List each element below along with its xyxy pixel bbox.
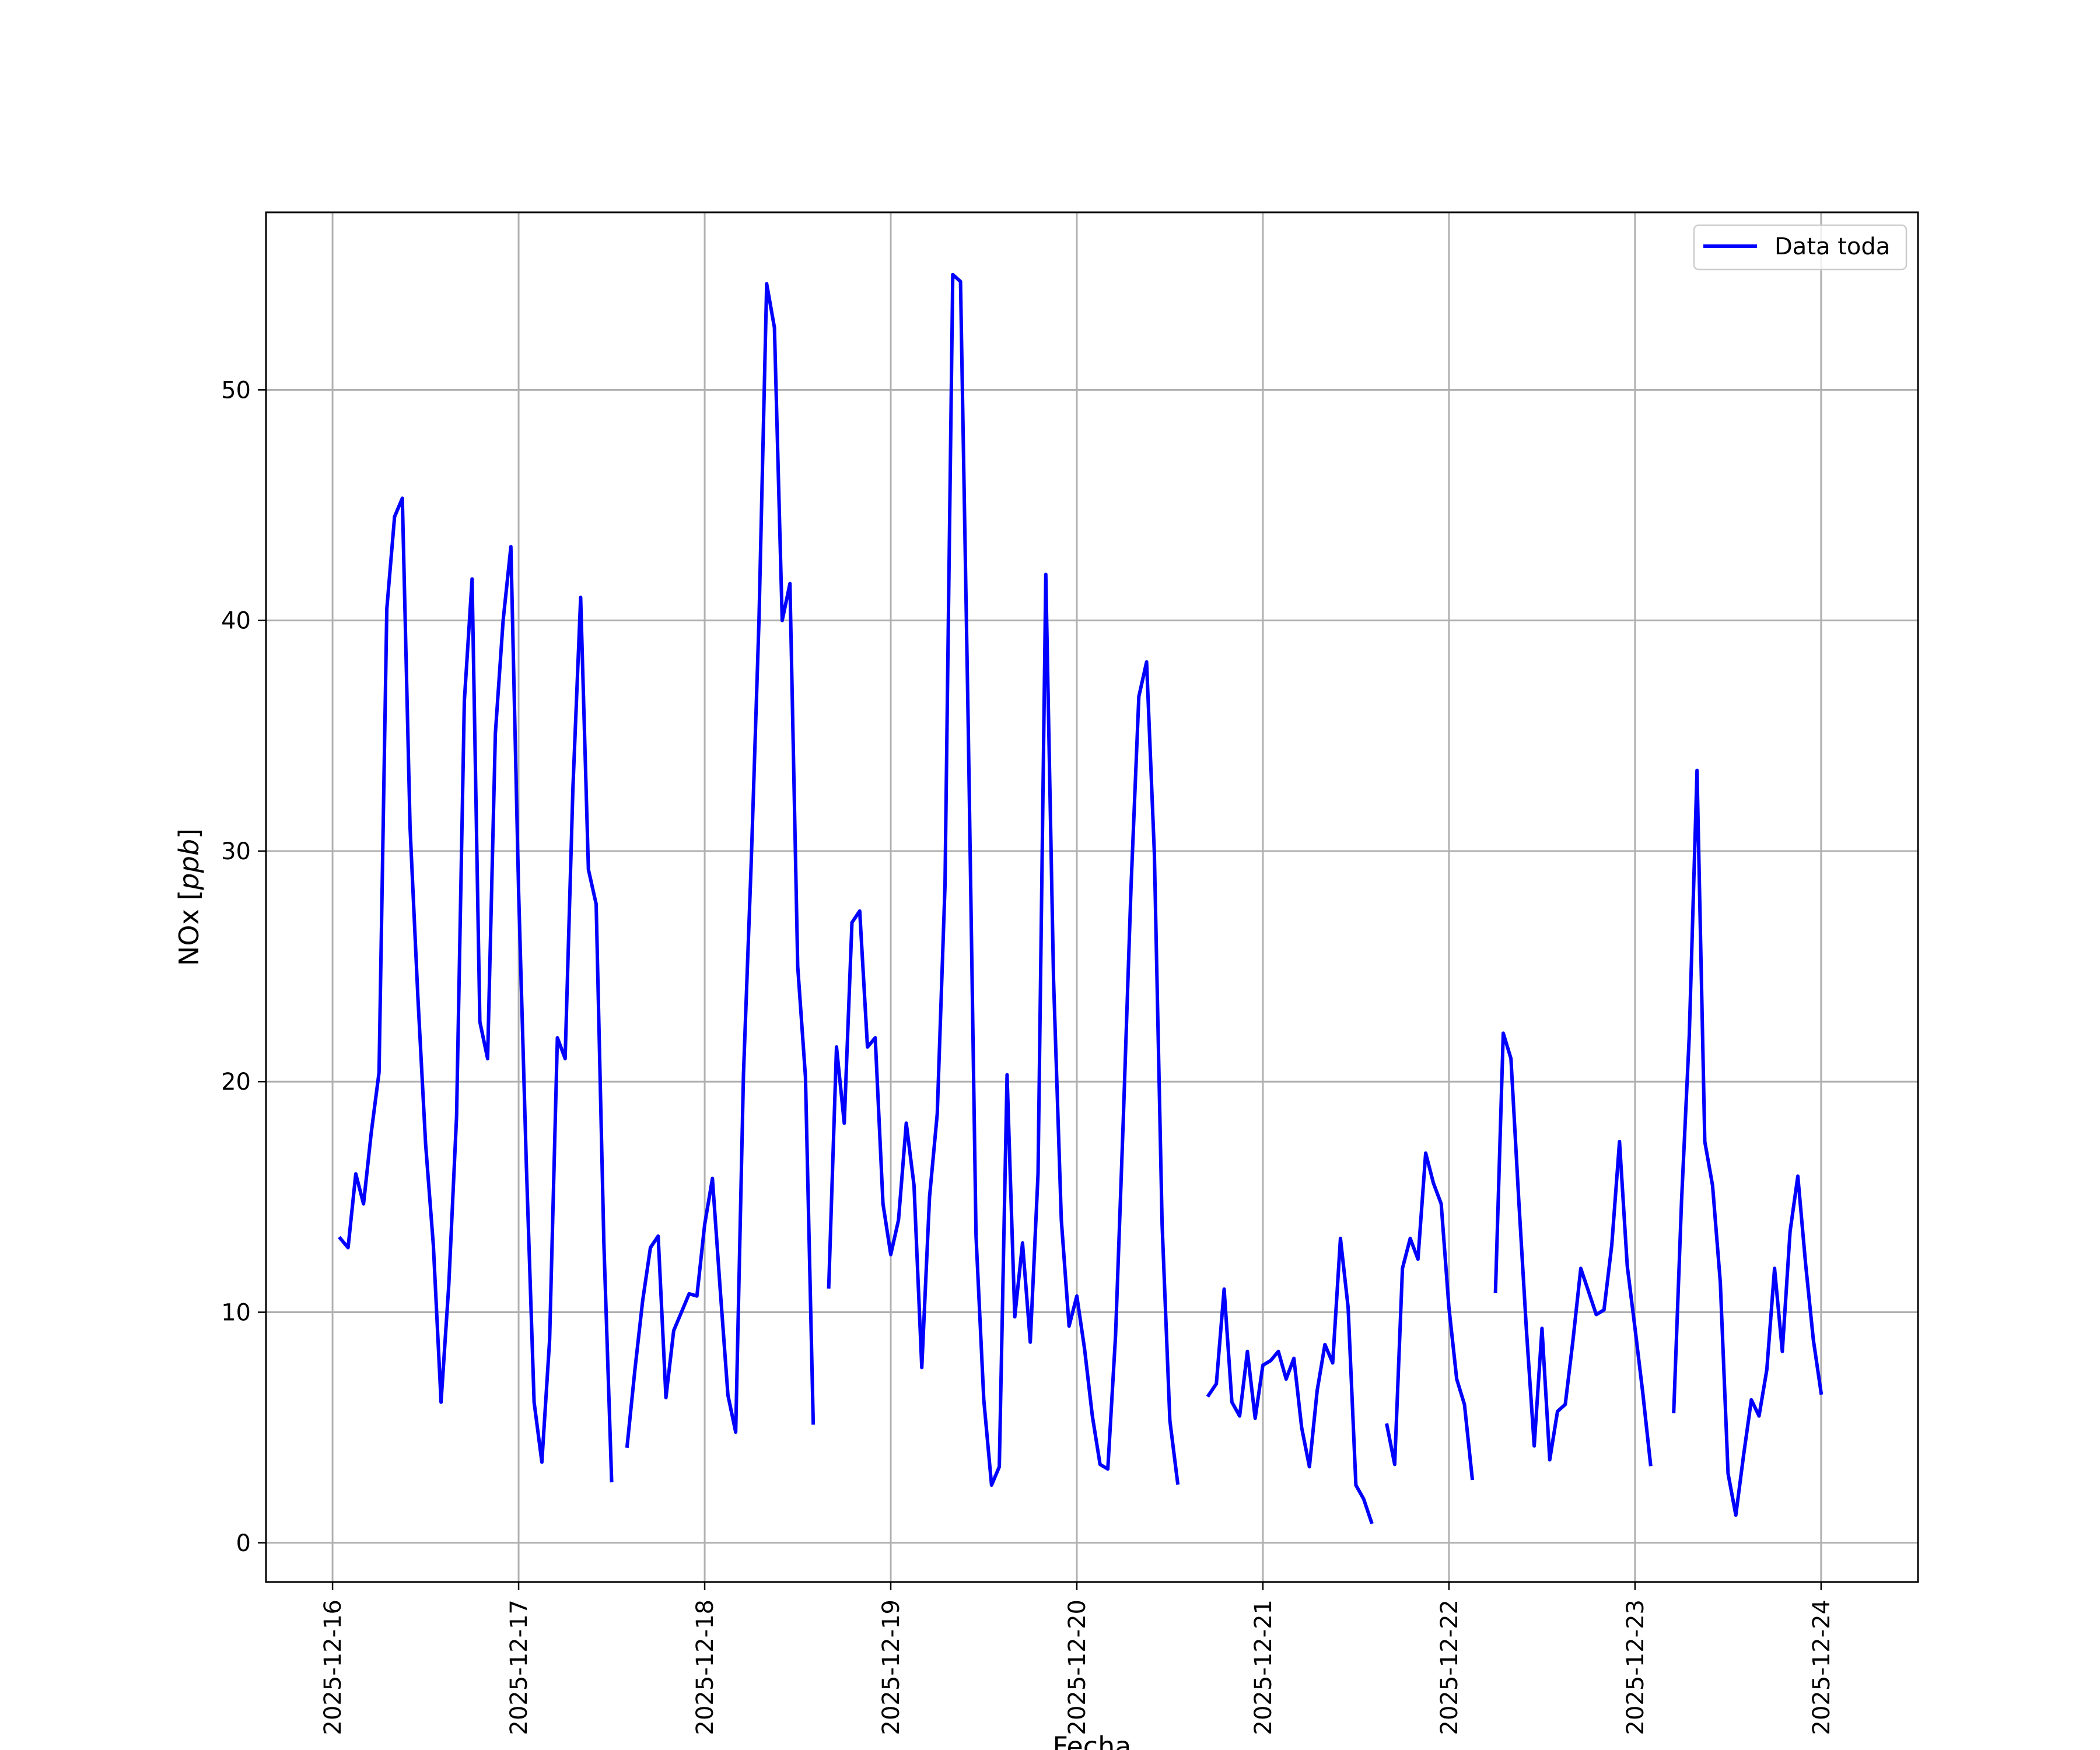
axis-ticks: 2025-12-16 2025-12-17 2025-12-18 2025-12-19…	[221, 377, 1835, 1735]
series-line-segment	[1385, 1151, 1475, 1480]
series-line-segment	[625, 282, 816, 1448]
x-tick-label: 2025-12-20	[1064, 1600, 1091, 1735]
y-tick-label: 30	[221, 838, 251, 865]
x-tick-label: 2025-12-19	[878, 1600, 905, 1735]
plot-frame	[265, 211, 1919, 1583]
series-line-segment	[1206, 1237, 1374, 1525]
y-tick-label: 20	[221, 1069, 251, 1096]
x-tick-label: 2025-12-21	[1250, 1600, 1277, 1735]
y-tick-label: 0	[236, 1530, 251, 1557]
x-tick-label: 2025-12-16	[320, 1600, 346, 1735]
y-tick-label: 40	[221, 608, 251, 635]
x-axis-label: Fecha	[1053, 1731, 1132, 1750]
y-axis-label-prefix: NOx [	[173, 890, 205, 966]
legend-label: Data toda	[1774, 233, 1890, 260]
y-axis-label: NOx [ppb]	[173, 828, 205, 966]
x-tick-label: 2025-12-22	[1436, 1600, 1463, 1735]
series-line-segment	[1493, 1031, 1653, 1466]
series-group	[338, 272, 1824, 1525]
x-tick-label: 2025-12-23	[1622, 1600, 1649, 1735]
y-axis-label-suffix: ]	[173, 828, 205, 839]
x-tick-label: 2025-12-17	[506, 1600, 533, 1735]
grid-lines	[266, 212, 1918, 1582]
x-tick-label: 2025-12-24	[1808, 1600, 1835, 1735]
series-line-segment	[338, 496, 614, 1483]
legend-box	[1693, 224, 1908, 271]
y-tick-label: 10	[221, 1300, 251, 1326]
series-line-segment	[827, 272, 1180, 1487]
y-axis-label-unit: ppb	[173, 839, 205, 891]
y-tick-label: 50	[221, 377, 251, 404]
legend: Data toda	[1693, 224, 1908, 271]
series-line-segment	[1672, 768, 1824, 1517]
x-tick-label: 2025-12-18	[692, 1600, 719, 1735]
